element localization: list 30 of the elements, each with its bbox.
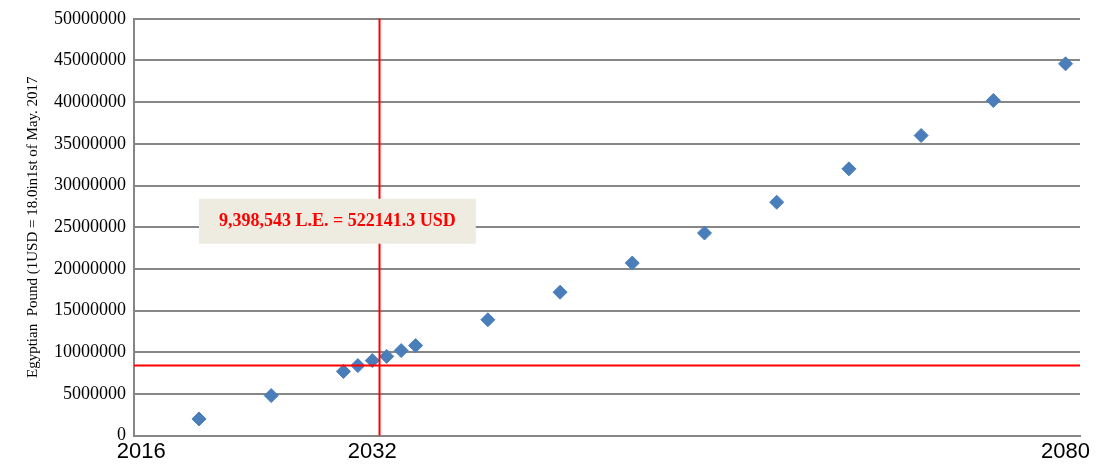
y-tick-label: 45000000 (54, 49, 126, 70)
y-tick-label: 40000000 (54, 90, 126, 111)
point (841, 161, 857, 177)
y-tick-label: 10000000 (54, 340, 126, 361)
x-tick-label: 2080 (1041, 437, 1091, 463)
point (480, 312, 496, 328)
x-tick-label: 2032 (347, 437, 397, 463)
point (379, 348, 395, 364)
y-tick-label: 50000000 (54, 7, 126, 28)
point (985, 92, 1001, 108)
point (263, 388, 279, 404)
y-tick-label: 30000000 (54, 174, 126, 195)
point (335, 363, 351, 379)
point (393, 343, 409, 359)
annotation: 9,398,543 L.E. = 522141.3 USD (219, 210, 456, 231)
y-tick-label: 20000000 (54, 257, 126, 278)
point (769, 194, 785, 210)
point (408, 338, 424, 354)
point (913, 128, 929, 143)
point (191, 411, 207, 427)
point (696, 225, 712, 241)
point (624, 255, 640, 271)
point (552, 284, 568, 300)
y-axis-title: Egyptian Pound (1USD = 18.0in1st of May. 2017 (23, 75, 41, 379)
y-tick-label: 35000000 (54, 132, 126, 153)
point (1058, 56, 1074, 72)
y-tick-label: 15000000 (54, 299, 126, 320)
point (364, 353, 380, 369)
y-tick-label: 5000000 (63, 382, 126, 403)
y-tick-label: 25000000 (54, 215, 126, 236)
